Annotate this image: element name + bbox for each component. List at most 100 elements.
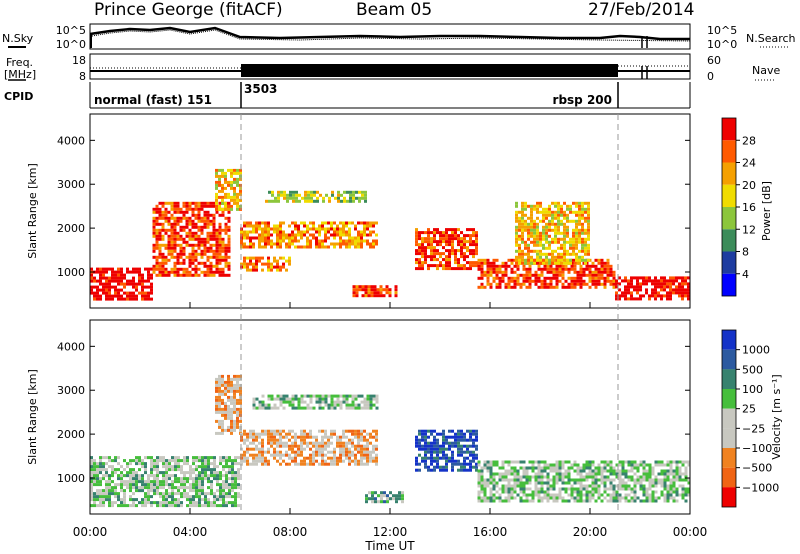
echo-cell bbox=[475, 252, 478, 256]
echo-cell bbox=[108, 474, 111, 478]
echo-cell bbox=[533, 258, 536, 262]
echo-cell bbox=[96, 288, 99, 292]
echo-cell bbox=[666, 484, 670, 488]
echo-cell bbox=[415, 231, 418, 235]
echo-cell bbox=[375, 447, 378, 451]
echo-cell bbox=[639, 484, 643, 488]
echo-cell bbox=[445, 468, 448, 472]
echo-cell bbox=[276, 450, 279, 454]
echo-cell bbox=[675, 279, 678, 283]
echo-cell bbox=[528, 475, 532, 479]
echo-cell bbox=[168, 495, 171, 499]
echo-cell bbox=[246, 265, 249, 269]
echo-cell bbox=[642, 460, 646, 464]
echo-cell bbox=[460, 255, 463, 259]
echo-cell bbox=[224, 186, 227, 190]
echo-cell bbox=[585, 273, 589, 277]
echo-cell bbox=[167, 237, 171, 241]
echo-cell bbox=[395, 494, 398, 498]
echo-cell bbox=[483, 490, 487, 494]
echo-cell bbox=[294, 236, 297, 240]
echo-cell bbox=[576, 273, 580, 277]
echo-cell bbox=[306, 236, 309, 240]
echo-cell bbox=[681, 496, 685, 500]
echo-cell bbox=[218, 273, 222, 277]
echo-cell bbox=[386, 497, 389, 501]
echo-cell bbox=[684, 472, 688, 476]
echo-cell bbox=[463, 234, 466, 238]
echo-cell bbox=[212, 222, 216, 226]
echo-cell bbox=[277, 193, 280, 197]
echo-cell bbox=[600, 267, 604, 271]
echo-cell bbox=[179, 273, 183, 277]
echo-cell bbox=[486, 469, 490, 473]
echo-cell bbox=[277, 199, 280, 203]
echo-cell bbox=[548, 219, 551, 223]
echo-cell bbox=[364, 190, 367, 194]
echo-cell bbox=[209, 219, 213, 223]
echo-cell bbox=[348, 403, 352, 407]
echo-cell bbox=[537, 481, 541, 485]
echo-cell bbox=[141, 297, 144, 301]
echo-cell bbox=[93, 297, 96, 301]
echo-cell bbox=[342, 429, 345, 433]
echo-cell bbox=[294, 441, 297, 445]
echo-cell bbox=[472, 243, 475, 247]
echo-cell bbox=[545, 210, 548, 214]
echo-cell bbox=[191, 243, 195, 247]
echo-cell bbox=[612, 496, 616, 500]
echo-cell bbox=[270, 242, 273, 246]
echo-cell bbox=[342, 230, 345, 234]
echo-cell bbox=[587, 234, 590, 238]
echo-cell bbox=[357, 459, 360, 463]
echo-cell bbox=[132, 483, 135, 487]
echo-cell bbox=[114, 276, 117, 280]
echo-cell bbox=[213, 459, 216, 463]
echo-cell bbox=[633, 481, 637, 485]
echo-cell bbox=[663, 493, 667, 497]
echo-cell bbox=[221, 195, 224, 199]
echo-cell bbox=[363, 453, 366, 457]
echo-cell bbox=[369, 242, 372, 246]
echo-cell bbox=[197, 216, 201, 220]
echo-cell bbox=[255, 447, 258, 451]
echo-cell bbox=[475, 435, 478, 439]
echo-cell bbox=[427, 231, 430, 235]
echo-cell bbox=[457, 234, 460, 238]
echo-cell bbox=[651, 291, 654, 295]
echo-cell bbox=[300, 406, 304, 410]
echo-cell bbox=[645, 478, 649, 482]
echo-cell bbox=[279, 265, 282, 269]
echo-cell bbox=[540, 270, 544, 274]
echo-cell bbox=[603, 469, 607, 473]
echo-cell bbox=[375, 406, 379, 410]
echo-cell bbox=[185, 219, 189, 223]
echo-cell bbox=[654, 475, 658, 479]
echo-cell bbox=[173, 219, 177, 223]
echo-cell bbox=[216, 471, 219, 475]
echo-cell bbox=[198, 456, 201, 460]
echo-cell bbox=[221, 419, 224, 423]
echo-cell bbox=[563, 231, 566, 235]
echo-cell bbox=[540, 267, 544, 271]
echo-cell bbox=[585, 499, 589, 503]
echo-cell bbox=[548, 240, 551, 244]
echo-cell bbox=[212, 234, 216, 238]
echo-cell bbox=[666, 285, 669, 289]
echo-cell bbox=[147, 285, 150, 289]
echo-cell bbox=[179, 237, 183, 241]
echo-cell bbox=[123, 501, 126, 505]
echo-cell bbox=[540, 478, 544, 482]
power-ylabel: Slant Range [km] bbox=[26, 163, 39, 259]
echo-cell bbox=[460, 438, 463, 442]
echo-cell bbox=[424, 447, 427, 451]
echo-cell bbox=[261, 441, 264, 445]
echo-cell bbox=[173, 267, 177, 271]
echo-cell bbox=[204, 456, 207, 460]
echo-cell bbox=[587, 225, 590, 229]
echo-cell bbox=[681, 279, 684, 283]
echo-cell bbox=[192, 486, 195, 490]
echo-cell bbox=[525, 270, 529, 274]
echo-cell bbox=[155, 273, 159, 277]
echo-cell bbox=[527, 204, 530, 208]
